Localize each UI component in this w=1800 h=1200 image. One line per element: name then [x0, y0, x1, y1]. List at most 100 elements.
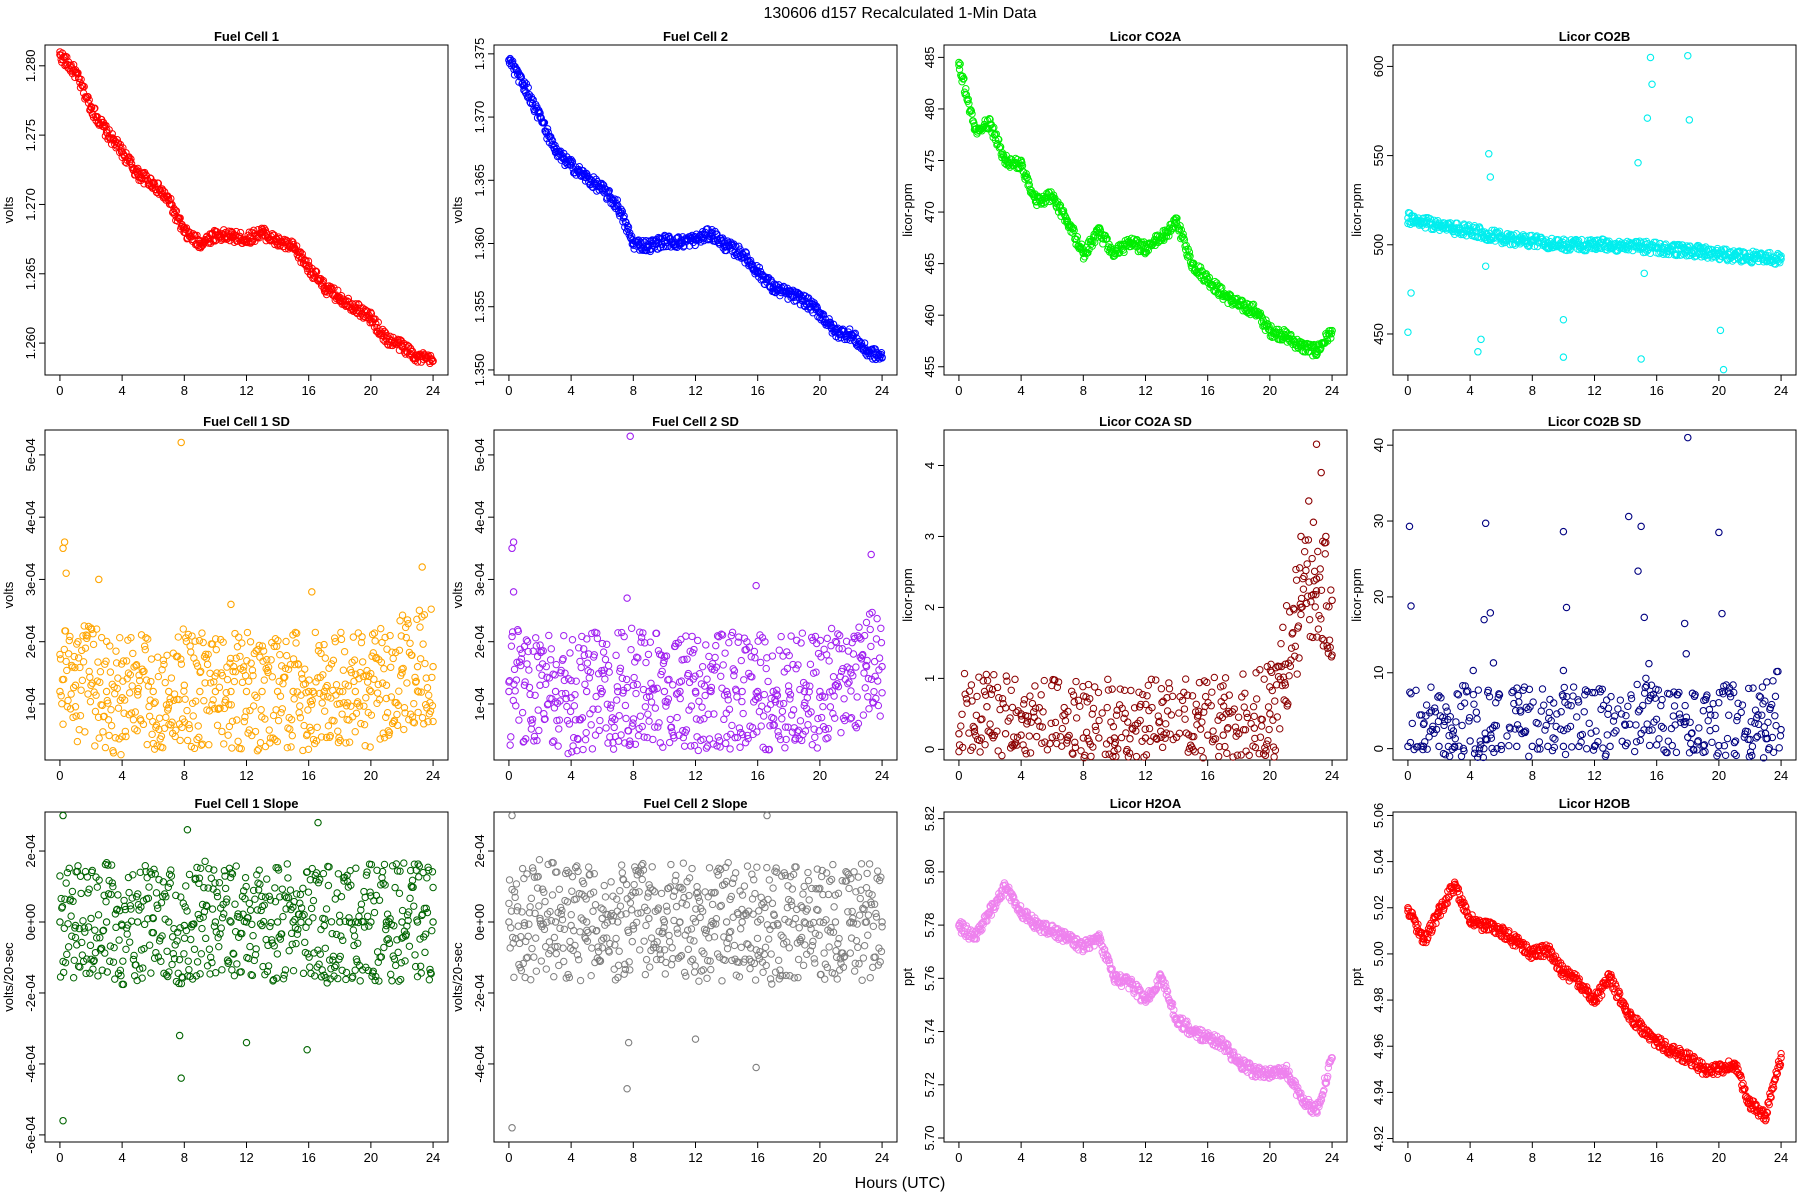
panel-fuel-cell-1: Fuel Cell 10 4 8 12 16 20 241.2601.2651.2701.2… [1, 29, 449, 398]
x-tick-label: 24 [875, 768, 889, 783]
cloud-point [853, 693, 861, 701]
outlier-point [1559, 527, 1568, 536]
cloud-point [286, 725, 294, 733]
cloud-point [177, 655, 185, 663]
cloud-point [215, 683, 224, 692]
cloud-point [107, 706, 115, 714]
plot-frame [1392, 429, 1797, 761]
cloud-point [660, 231, 669, 240]
cloud-point [242, 707, 250, 715]
figure-xlabel: Hours (UTC) [855, 1175, 946, 1192]
cloud-point [107, 721, 116, 730]
cloud-point [141, 645, 149, 654]
cloud-point [142, 634, 150, 642]
cloud-point [532, 634, 540, 642]
scatter-cloud [955, 536, 1336, 762]
cloud-point [1087, 752, 1095, 761]
scatter-cloud [505, 54, 886, 364]
cloud-point [67, 912, 75, 920]
panel-fuel-cell-1-sd: Fuel Cell 1 SD0 4 8 12 16 20 241e-042e-043e-04… [1, 414, 449, 783]
cloud-point [781, 744, 789, 752]
cloud-point [1104, 675, 1112, 684]
x-tick-label: 12 [239, 383, 253, 398]
cloud-point [266, 734, 275, 742]
cloud-point [1073, 233, 1081, 241]
cloud-point [340, 647, 349, 656]
y-tick-label: 1.265 [23, 258, 38, 291]
cloud-point [1568, 743, 1576, 751]
cloud-point [308, 696, 316, 705]
x-tick-label: 8 [1080, 768, 1087, 783]
cloud-point [620, 212, 628, 220]
cloud-point [738, 697, 746, 706]
cloud-point [255, 641, 263, 650]
cloud-point [330, 717, 338, 725]
cloud-point [302, 688, 310, 697]
data-point [56, 918, 64, 926]
x-tick-label: 20 [1263, 768, 1277, 783]
cloud-point [76, 663, 84, 672]
cloud-point [311, 628, 320, 637]
cloud-point [393, 710, 401, 719]
cloud-point [243, 628, 252, 637]
cloud-point [1408, 719, 1416, 728]
cloud-point [129, 716, 138, 724]
cloud-point [285, 713, 293, 722]
cloud-point [325, 664, 333, 672]
cloud-point [128, 682, 136, 690]
outlier-point [1643, 114, 1652, 122]
cloud-point [337, 635, 346, 644]
cloud-point [613, 683, 622, 691]
cloud-point [995, 135, 1003, 144]
outlier-point [1559, 353, 1568, 361]
cloud-point [352, 300, 360, 308]
outlier-point [1486, 609, 1495, 617]
cloud-point [113, 684, 121, 693]
cloud-point [1477, 229, 1485, 237]
cloud-point [866, 625, 874, 634]
cloud-point [1657, 701, 1665, 710]
outlier-point [983, 703, 991, 711]
outlier-point [1489, 659, 1498, 667]
cloud-point [1725, 711, 1733, 719]
cloud-point [277, 662, 286, 670]
cloud-point [160, 660, 168, 669]
cloud-point [236, 652, 244, 661]
cloud-point [1270, 753, 1278, 761]
cloud-point [81, 644, 90, 652]
cloud-point [339, 687, 347, 696]
cloud-point [310, 689, 318, 697]
cloud-point [147, 655, 156, 663]
cloud-point [586, 710, 594, 718]
cloud-point [211, 635, 220, 643]
cloud-point [92, 691, 100, 699]
plot-frame [493, 429, 898, 761]
data-point [87, 914, 95, 923]
data-point [71, 681, 80, 690]
cloud-point [1309, 352, 1317, 360]
cloud-point [1095, 225, 1103, 233]
data-point [955, 58, 963, 67]
cloud-point [406, 639, 414, 647]
cloud-point [596, 716, 604, 725]
cloud-point [179, 625, 187, 633]
cloud-point [116, 633, 124, 642]
cloud-point [664, 233, 673, 241]
cloud-point [249, 226, 258, 234]
cloud-point [197, 667, 205, 676]
scatter-cloud [505, 608, 886, 758]
cloud-point [629, 715, 638, 723]
cloud-point [131, 708, 140, 716]
cloud-point [287, 715, 296, 724]
cloud-point [270, 642, 278, 651]
cloud-point [864, 693, 872, 701]
cloud-point [1733, 712, 1742, 721]
cloud-point [973, 692, 981, 701]
cloud-point [334, 286, 342, 295]
cloud-point [1274, 325, 1283, 334]
cloud-point [253, 747, 262, 755]
cloud-point [283, 743, 292, 752]
cloud-point [304, 257, 313, 265]
cloud-point [865, 705, 873, 713]
cloud-point [1441, 750, 1450, 759]
